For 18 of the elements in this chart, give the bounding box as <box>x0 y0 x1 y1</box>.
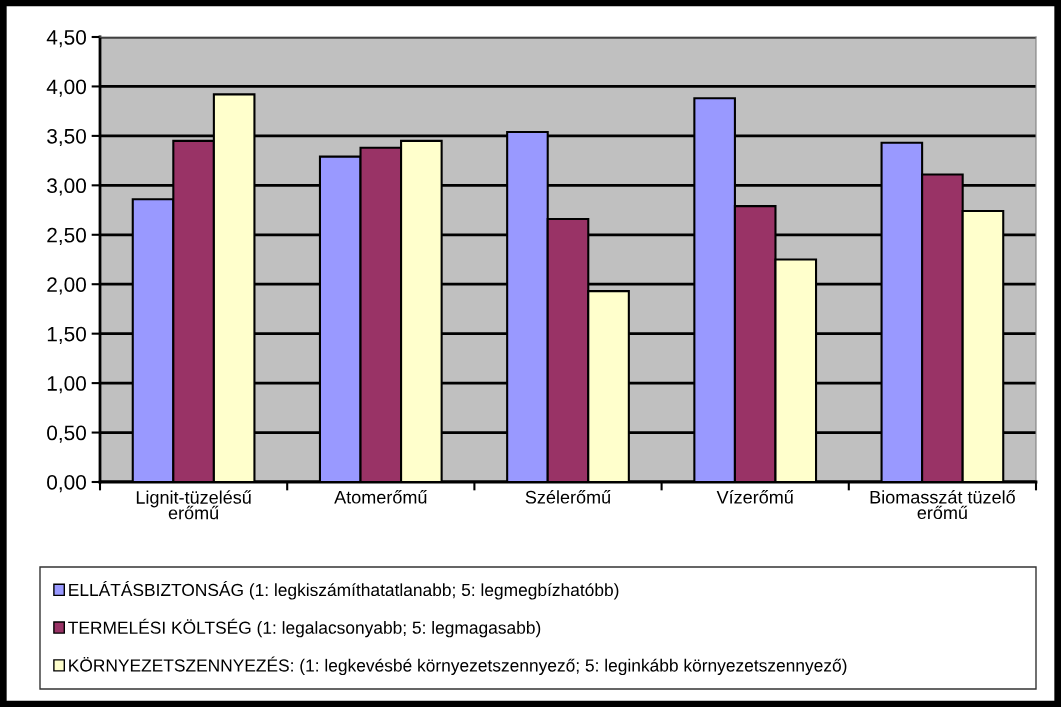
legend-label: ELLÁTÁSBIZTONSÁG (1: legkiszámíthatatlanabb; 5: legmegbízhatóbb) <box>69 580 619 600</box>
y-tick-label: 1,50 <box>47 326 86 344</box>
y-tick-label: 3,50 <box>47 128 86 147</box>
x-tick-label: Vízerőmű <box>716 490 794 504</box>
y-tick-label: 2,00 <box>47 277 86 295</box>
x-tick-label: Biomasszát tüzelő erőmű <box>870 490 1015 520</box>
y-tick-label: 3,00 <box>47 178 86 196</box>
legend-label: TERMELÉSI KÖLTSÉG (1: legalacsonyabb; 5: legmagasabb) <box>68 618 541 638</box>
x-tick-label: Szélerőmű <box>525 490 611 504</box>
y-tick-label: 4,50 <box>46 30 86 48</box>
y-tick-label: 1,00 <box>47 376 86 394</box>
x-tick-label: Lignit-tüzelésű erőmű <box>136 490 252 520</box>
legend-label: KÖRNYEZETSZENNYEZÉS: (1: legkevésbé környezetszennyező; 5: leginkább környezetszennyező) <box>69 656 847 676</box>
y-tick-label: 4,00 <box>46 79 86 97</box>
y-tick-label: 0,50 <box>47 425 86 443</box>
x-tick-label: Atomerőmű <box>334 490 427 504</box>
y-tick-label: 0,00 <box>47 475 86 493</box>
y-tick-label: 2,50 <box>47 227 86 245</box>
